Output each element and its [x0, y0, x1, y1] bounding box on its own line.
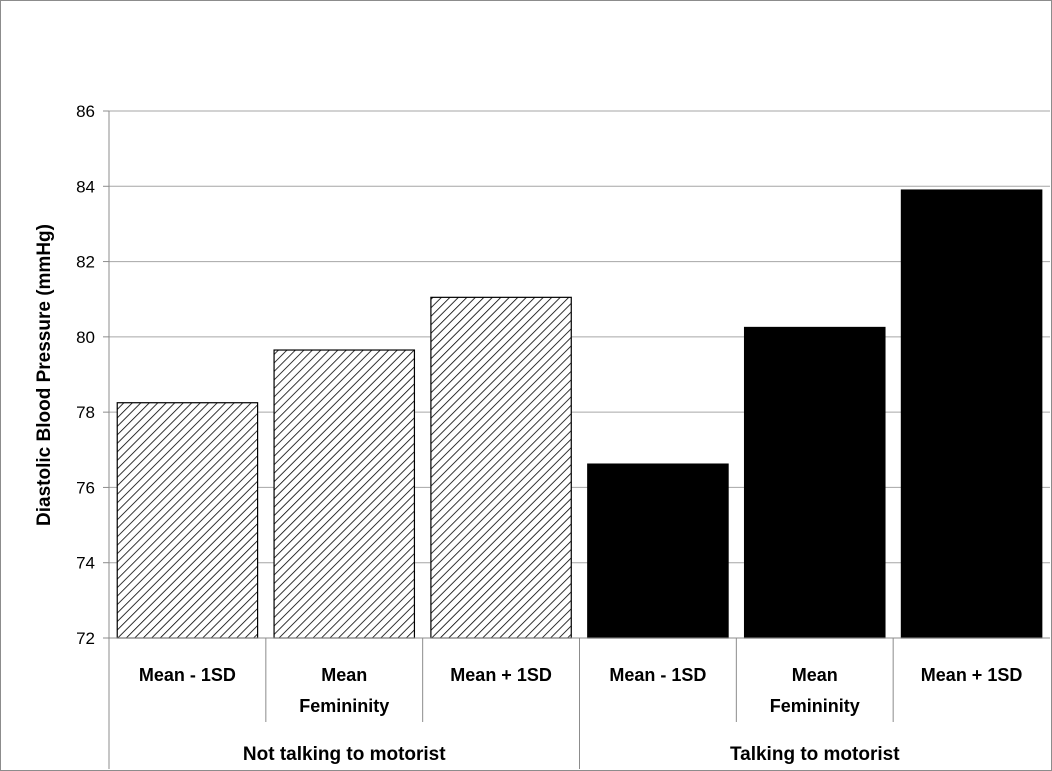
axes — [103, 110, 1050, 769]
group-label: Not talking to motorist — [243, 744, 446, 765]
group-label: Talking to motorist — [730, 744, 900, 765]
category-label: Mean + 1SD — [450, 665, 552, 685]
category-label: Femininity — [770, 696, 860, 716]
category-label: Mean — [792, 665, 838, 685]
y-tick-label: 78 — [76, 403, 95, 422]
category-label: Mean — [321, 665, 367, 685]
category-label: Mean - 1SD — [139, 665, 236, 685]
bar — [430, 296, 572, 639]
y-axis-label: Diastolic Blood Pressure (mmHg) — [34, 224, 55, 526]
y-tick-label: 80 — [76, 328, 95, 347]
bar — [743, 326, 886, 639]
bar — [116, 402, 259, 639]
y-tick-label: 84 — [76, 177, 95, 196]
category-label: Mean - 1SD — [609, 665, 706, 685]
gridlines — [109, 110, 1050, 564]
category-label: Femininity — [299, 696, 389, 716]
y-tick-labels: 72 74 76 78 80 82 84 86 — [76, 102, 95, 648]
y-tick-label: 74 — [76, 554, 95, 573]
y-tick-label: 72 — [76, 629, 95, 648]
bar — [587, 463, 729, 639]
category-label: Mean + 1SD — [921, 665, 1023, 685]
y-tick-label: 86 — [76, 102, 95, 121]
y-tick-label: 76 — [76, 478, 95, 497]
category-labels: Mean - 1SD Mean Femininity Mean + 1SD Mean -… — [139, 665, 1022, 765]
bars — [116, 189, 1043, 639]
y-tick-label: 82 — [76, 253, 95, 272]
bar — [273, 349, 416, 639]
bar — [900, 189, 1043, 639]
